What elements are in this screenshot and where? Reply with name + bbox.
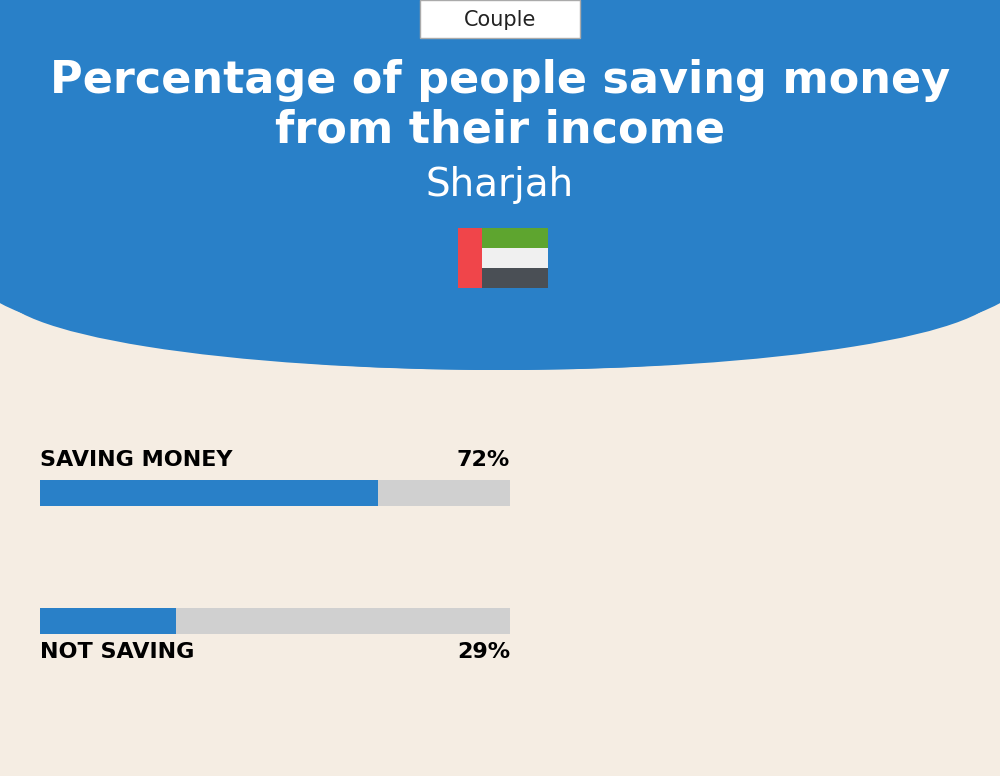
Bar bbox=[458, 228, 482, 288]
Text: 29%: 29% bbox=[457, 642, 510, 662]
Text: SAVING MONEY: SAVING MONEY bbox=[40, 450, 232, 470]
Text: from their income: from their income bbox=[275, 109, 725, 151]
Text: NOT SAVING: NOT SAVING bbox=[40, 642, 194, 662]
Bar bbox=[482, 268, 548, 288]
Text: Percentage of people saving money: Percentage of people saving money bbox=[50, 58, 950, 102]
Bar bbox=[482, 228, 548, 248]
Bar bbox=[0, 0, 1000, 270]
Text: 72%: 72% bbox=[457, 450, 510, 470]
Text: Sharjah: Sharjah bbox=[426, 166, 574, 204]
Bar bbox=[40, 480, 510, 506]
Bar bbox=[482, 248, 548, 268]
Bar bbox=[40, 480, 378, 506]
Ellipse shape bbox=[0, 170, 1000, 370]
Bar bbox=[40, 608, 510, 634]
Ellipse shape bbox=[0, 210, 1000, 370]
Bar bbox=[40, 608, 176, 634]
FancyBboxPatch shape bbox=[420, 0, 580, 38]
Bar bbox=[0, 0, 1000, 290]
Text: Couple: Couple bbox=[464, 10, 536, 30]
